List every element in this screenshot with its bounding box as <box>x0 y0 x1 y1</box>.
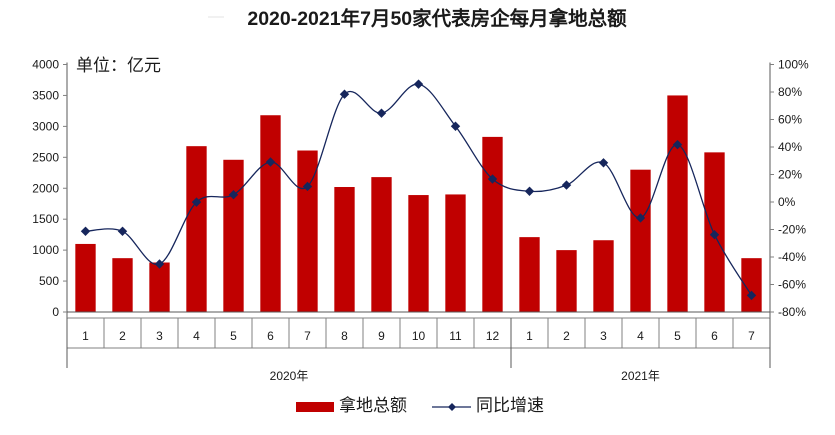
svg-text:4000: 4000 <box>32 58 59 72</box>
svg-text:1500: 1500 <box>32 212 59 226</box>
svg-text:5: 5 <box>674 329 681 343</box>
svg-text:3: 3 <box>600 329 607 343</box>
svg-text:2500: 2500 <box>32 150 59 164</box>
svg-text:3000: 3000 <box>32 119 59 133</box>
svg-text:7: 7 <box>304 329 311 343</box>
svg-text:5: 5 <box>230 329 237 343</box>
svg-text:6: 6 <box>711 329 718 343</box>
svg-text:-60%: -60% <box>778 278 806 292</box>
svg-text:500: 500 <box>39 274 59 288</box>
svg-text:1: 1 <box>82 329 89 343</box>
svg-text:80%: 80% <box>778 85 802 99</box>
svg-text:2020-2021年7月50家代表房企每月拿地总额: 2020-2021年7月50家代表房企每月拿地总额 <box>247 7 627 30</box>
svg-text:2: 2 <box>119 329 126 343</box>
svg-text:6: 6 <box>267 329 274 343</box>
svg-text:100%: 100% <box>778 58 809 72</box>
svg-text:0: 0 <box>52 305 59 319</box>
svg-text:4: 4 <box>193 329 200 343</box>
svg-text:10: 10 <box>412 329 426 343</box>
svg-text:1000: 1000 <box>32 243 59 257</box>
svg-text:2020年: 2020年 <box>270 369 309 383</box>
svg-text:9: 9 <box>378 329 385 343</box>
svg-text:2: 2 <box>563 329 570 343</box>
svg-text:4: 4 <box>637 329 644 343</box>
svg-text:8: 8 <box>341 329 348 343</box>
svg-text:2000: 2000 <box>32 181 59 195</box>
svg-text:12: 12 <box>486 329 500 343</box>
svg-text:20%: 20% <box>778 168 802 182</box>
svg-text:3500: 3500 <box>32 88 59 102</box>
svg-text:2021年: 2021年 <box>621 369 660 383</box>
svg-text:40%: 40% <box>778 140 802 154</box>
svg-text:11: 11 <box>449 329 462 343</box>
svg-text:1: 1 <box>526 329 533 343</box>
svg-text:单位：亿元: 单位：亿元 <box>76 56 161 75</box>
svg-text:-80%: -80% <box>778 305 806 319</box>
svg-text:拿地总额: 拿地总额 <box>339 395 407 415</box>
svg-text:同比增速: 同比增速 <box>476 396 544 415</box>
svg-text:-20%: -20% <box>778 223 806 237</box>
svg-text:60%: 60% <box>778 113 802 127</box>
svg-text:3: 3 <box>156 329 163 343</box>
svg-text:0%: 0% <box>778 195 796 209</box>
svg-text:7: 7 <box>748 329 755 343</box>
svg-text:-40%: -40% <box>778 250 806 264</box>
